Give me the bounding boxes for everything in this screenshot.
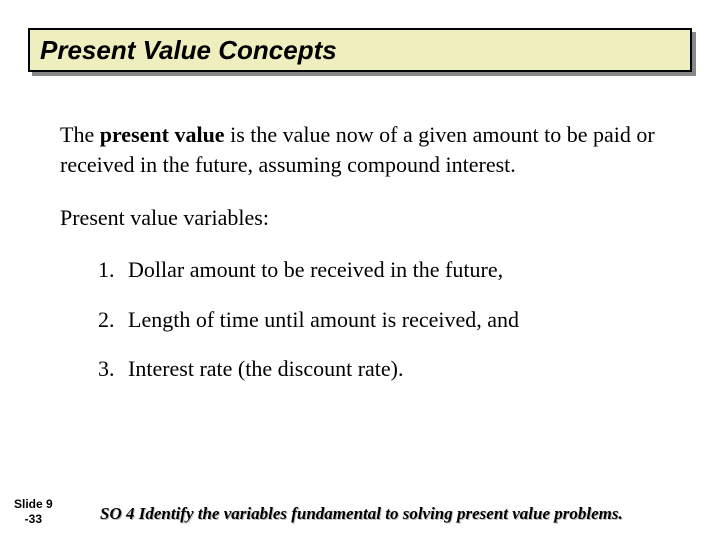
list-text: Dollar amount to be received in the futu… bbox=[128, 255, 503, 285]
slide-number-line2: -33 bbox=[14, 512, 53, 526]
definition-paragraph: The present value is the value now of a … bbox=[60, 120, 670, 179]
list-number: 3. bbox=[98, 354, 128, 384]
list-item: 1. Dollar amount to be received in the f… bbox=[98, 255, 670, 285]
learning-objective: SO 4 Identify the variables fundamental … bbox=[100, 504, 623, 524]
list-number: 2. bbox=[98, 305, 128, 335]
list-text: Length of time until amount is received,… bbox=[128, 305, 519, 335]
variables-list: 1. Dollar amount to be received in the f… bbox=[98, 255, 670, 384]
slide-number: Slide 9 -33 bbox=[14, 497, 53, 526]
list-item: 3. Interest rate (the discount rate). bbox=[98, 354, 670, 384]
slide-number-line1: Slide 9 bbox=[14, 497, 53, 511]
list-number: 1. bbox=[98, 255, 128, 285]
para1-prefix: The bbox=[60, 122, 100, 147]
slide-title: Present Value Concepts bbox=[40, 35, 337, 66]
content-area: The present value is the value now of a … bbox=[60, 120, 670, 404]
list-text: Interest rate (the discount rate). bbox=[128, 354, 403, 384]
variables-heading: Present value variables: bbox=[60, 203, 670, 233]
list-item: 2. Length of time until amount is receiv… bbox=[98, 305, 670, 335]
para1-bold-term: present value bbox=[100, 122, 225, 147]
title-box: Present Value Concepts bbox=[28, 28, 692, 72]
